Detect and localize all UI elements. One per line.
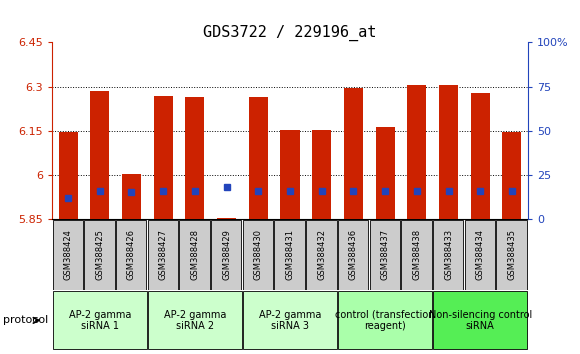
FancyBboxPatch shape xyxy=(433,220,463,290)
Bar xyxy=(281,130,299,219)
Bar xyxy=(344,88,363,219)
FancyBboxPatch shape xyxy=(211,220,241,290)
Text: GSM388430: GSM388430 xyxy=(254,229,263,280)
Title: GDS3722 / 229196_at: GDS3722 / 229196_at xyxy=(204,25,376,41)
FancyBboxPatch shape xyxy=(179,220,210,290)
Text: protocol: protocol xyxy=(3,315,48,325)
Bar xyxy=(502,132,521,219)
FancyBboxPatch shape xyxy=(84,220,115,290)
Text: GSM388437: GSM388437 xyxy=(380,229,390,280)
Bar xyxy=(59,132,78,219)
FancyBboxPatch shape xyxy=(496,220,527,290)
Bar xyxy=(217,218,236,219)
FancyBboxPatch shape xyxy=(116,220,146,290)
Bar xyxy=(376,127,394,219)
FancyBboxPatch shape xyxy=(338,220,368,290)
FancyBboxPatch shape xyxy=(148,220,178,290)
FancyBboxPatch shape xyxy=(306,220,336,290)
FancyBboxPatch shape xyxy=(433,291,527,349)
Text: GSM388427: GSM388427 xyxy=(159,229,168,280)
Bar xyxy=(154,96,173,219)
Text: GSM388436: GSM388436 xyxy=(349,229,358,280)
FancyBboxPatch shape xyxy=(274,220,305,290)
Text: control (transfection
reagent): control (transfection reagent) xyxy=(335,309,435,331)
Bar xyxy=(186,97,204,219)
Text: GSM388435: GSM388435 xyxy=(508,229,516,280)
Text: GSM388424: GSM388424 xyxy=(64,229,72,280)
FancyBboxPatch shape xyxy=(465,220,495,290)
FancyBboxPatch shape xyxy=(338,291,432,349)
Bar xyxy=(122,174,141,219)
Text: GSM388434: GSM388434 xyxy=(476,229,485,280)
Text: GSM388428: GSM388428 xyxy=(190,229,200,280)
Bar xyxy=(407,85,426,219)
Bar xyxy=(90,91,109,219)
FancyBboxPatch shape xyxy=(401,220,432,290)
Bar xyxy=(439,85,458,219)
Text: GSM388425: GSM388425 xyxy=(95,229,104,280)
FancyBboxPatch shape xyxy=(243,220,273,290)
FancyBboxPatch shape xyxy=(148,291,242,349)
Text: AP-2 gamma
siRNA 1: AP-2 gamma siRNA 1 xyxy=(68,309,131,331)
Bar xyxy=(312,130,331,219)
Text: GSM388433: GSM388433 xyxy=(444,229,453,280)
FancyBboxPatch shape xyxy=(53,220,83,290)
FancyBboxPatch shape xyxy=(53,291,147,349)
Text: AP-2 gamma
siRNA 3: AP-2 gamma siRNA 3 xyxy=(259,309,321,331)
Text: GSM388432: GSM388432 xyxy=(317,229,326,280)
Text: AP-2 gamma
siRNA 2: AP-2 gamma siRNA 2 xyxy=(164,309,226,331)
FancyBboxPatch shape xyxy=(369,220,400,290)
Bar xyxy=(249,97,268,219)
Text: GSM388426: GSM388426 xyxy=(127,229,136,280)
Text: GSM388438: GSM388438 xyxy=(412,229,421,280)
Bar xyxy=(471,93,490,219)
Text: GSM388429: GSM388429 xyxy=(222,229,231,280)
Text: Non-silencing control
siRNA: Non-silencing control siRNA xyxy=(429,309,532,331)
Text: GSM388431: GSM388431 xyxy=(285,229,295,280)
FancyBboxPatch shape xyxy=(243,291,337,349)
